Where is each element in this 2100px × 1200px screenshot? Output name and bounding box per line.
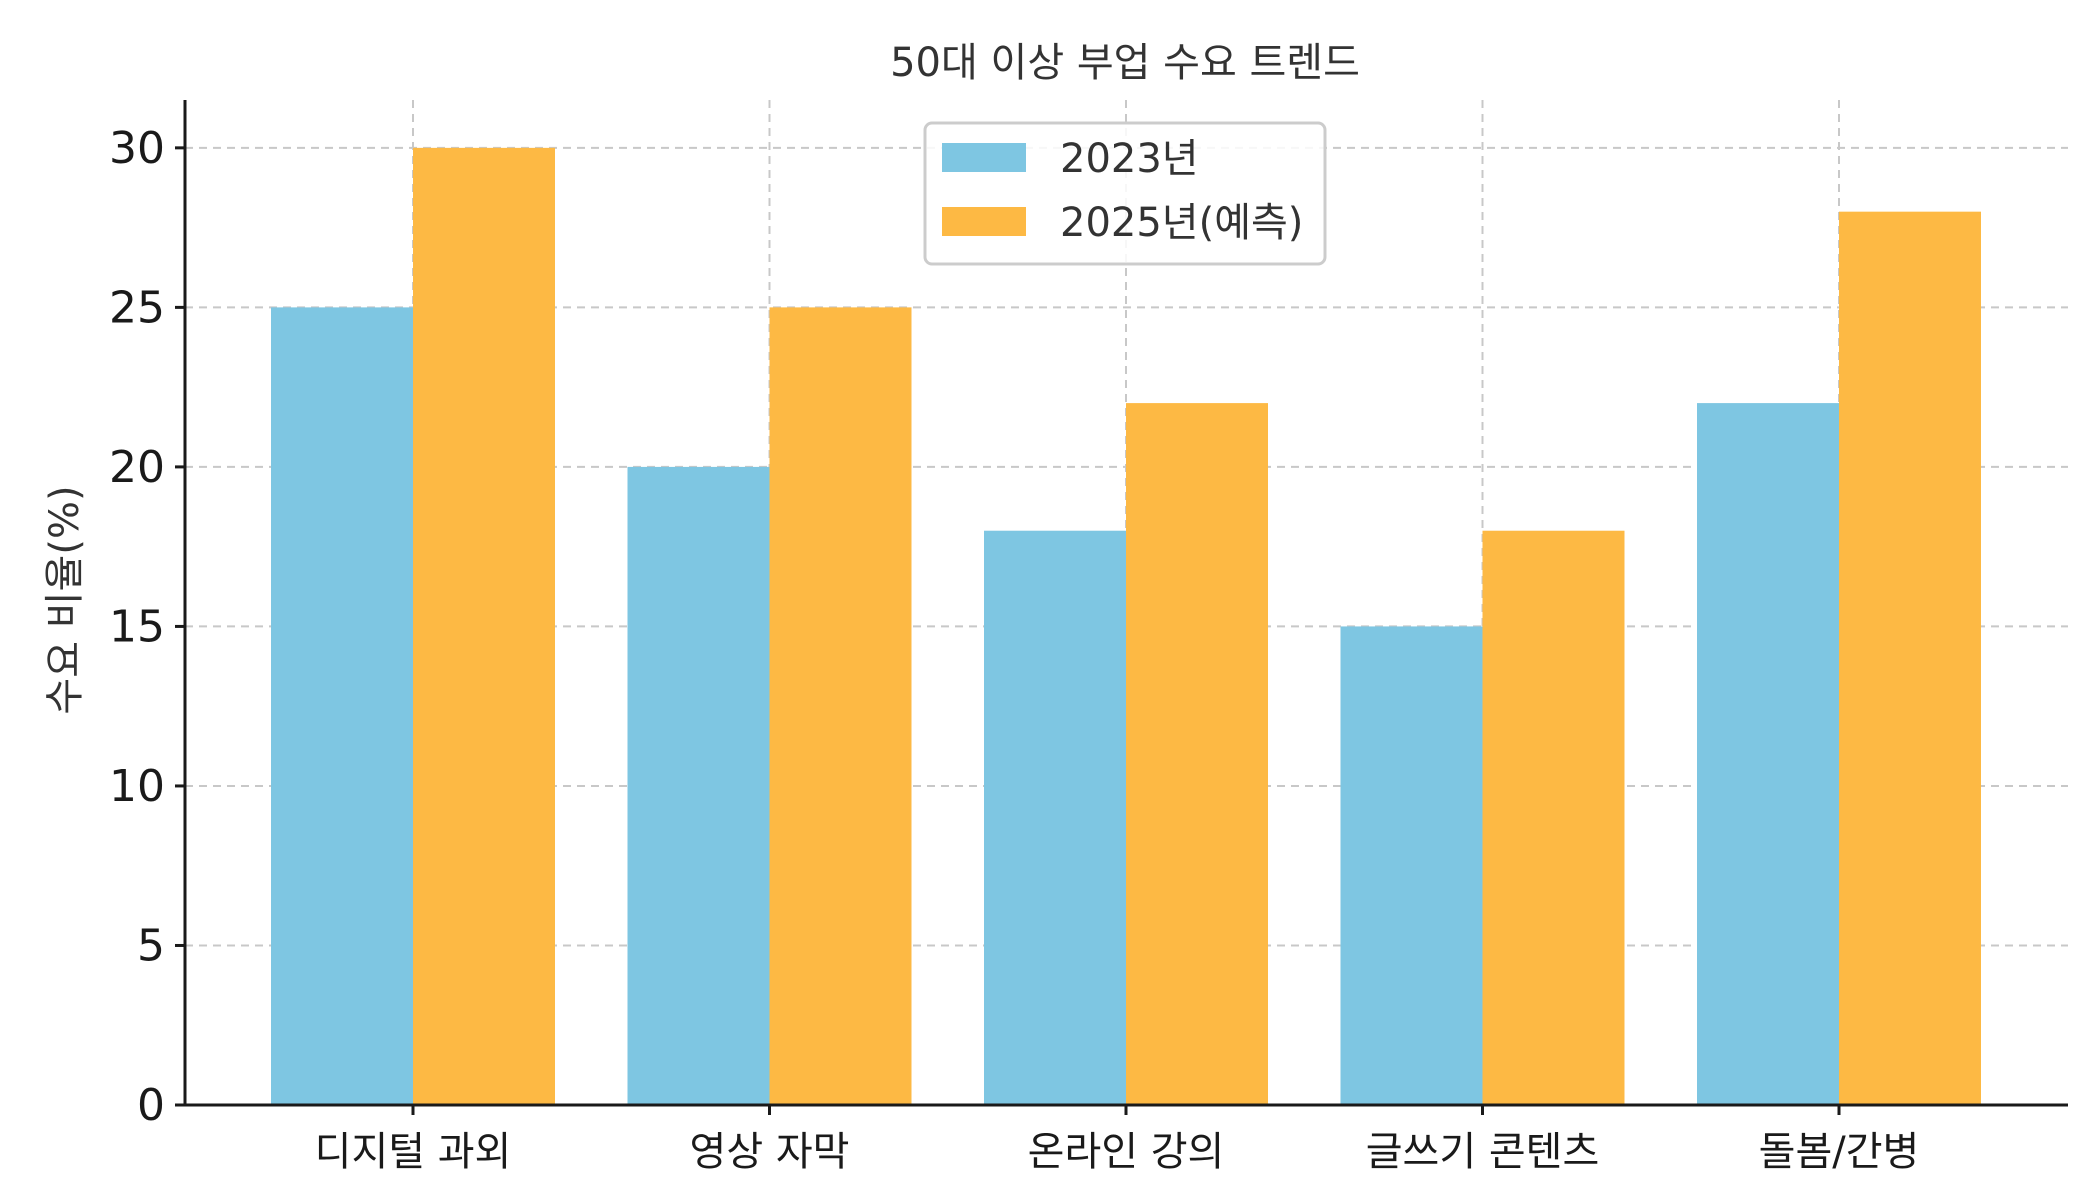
bar-2025-3 [1482,530,1625,1105]
bar-2023-2 [984,530,1126,1105]
y-tick-label: 15 [109,601,165,652]
y-tick-label: 25 [109,282,165,333]
bar-2025-0 [413,147,555,1105]
y-tick-label: 20 [109,442,165,493]
legend-label-2025: 2025년(예측) [1060,200,1303,246]
y-tick-label: 10 [109,761,165,812]
y-tick-label: 0 [137,1080,165,1131]
bar-2023-3 [1340,626,1483,1105]
bar-2025-4 [1839,211,1981,1105]
bar-2023-0 [271,307,413,1105]
bar-2025-1 [769,307,912,1105]
bar-2023-4 [1697,403,1839,1106]
x-tick-label: 온라인 강의 [1028,1129,1225,1175]
y-tick-label: 5 [137,920,165,971]
legend-swatch-2025 [942,207,1026,236]
bar-2025-2 [1126,403,1268,1106]
legend-swatch-2023 [942,143,1026,172]
chart-title: 50대 이상 부업 수요 트렌드 [890,40,1360,86]
y-axis-label: 수요 비율(%) [42,485,88,714]
y-tick-layer: 0 5 10 15 20 25 30 [109,123,185,1131]
legend-label-2023: 2023년 [1060,136,1199,182]
x-tick-label: 영상 자막 [690,1129,850,1175]
y-tick-label: 30 [109,123,165,174]
x-tick-layer: 디지털 과외 영상 자막 온라인 강의 글쓰기 콘텐츠 돌봄/간병 [315,1105,1920,1175]
bar-layer [271,147,1981,1106]
x-tick-label: 글쓰기 콘텐츠 [1366,1129,1600,1175]
bar-2023-1 [627,466,770,1105]
x-tick-label: 돌봄/간병 [1759,1129,1920,1175]
legend: 2023년 2025년(예측) [923,121,1327,266]
x-tick-label: 디지털 과외 [315,1129,512,1175]
